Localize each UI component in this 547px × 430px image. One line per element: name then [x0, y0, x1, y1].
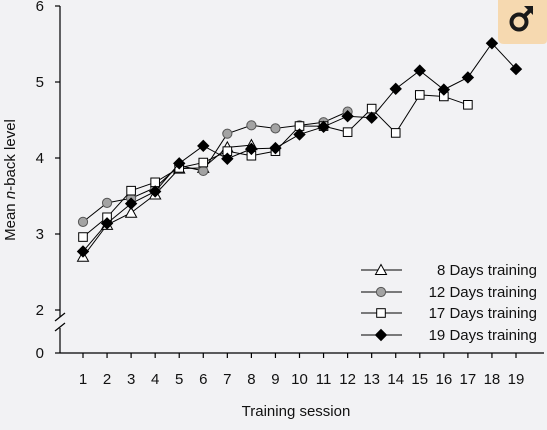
- y-axis-break-mark-upper: [54, 312, 66, 322]
- data-point: [198, 165, 209, 177]
- legend-marker: [374, 263, 388, 275]
- y-axis-title-italic: n: [2, 191, 19, 199]
- data-point: [270, 123, 281, 134]
- y-tick-label: 3: [36, 226, 44, 243]
- data-point: [413, 64, 426, 77]
- data-point: [148, 185, 162, 198]
- data-point: [317, 120, 330, 134]
- x-tick-label: 12: [339, 371, 356, 388]
- data-point: [390, 128, 401, 138]
- legend: 8 Days training 12 Days training 17 Days t…: [361, 262, 537, 344]
- x-tick-label: 19: [508, 371, 525, 388]
- data-point: [245, 142, 258, 156]
- data-point: [78, 232, 88, 242]
- y-axis-break-mark-lower: [54, 322, 66, 332]
- legend-entry-2: 12 Days training: [361, 284, 537, 301]
- male-symbol-icon: [509, 6, 533, 32]
- series-3: [78, 90, 473, 242]
- data-point: [246, 120, 257, 131]
- x-tick-label: 17: [460, 371, 477, 388]
- data-point: [124, 197, 138, 210]
- data-point: [463, 100, 473, 110]
- male-symbol-badge: [498, 0, 547, 44]
- legend-entry-3: 17 Days training: [361, 305, 537, 322]
- data-point: [365, 111, 378, 124]
- legend-marker: [376, 308, 386, 318]
- x-tick-label: 4: [151, 371, 159, 388]
- data-point: [342, 127, 353, 137]
- plot-series: [76, 37, 523, 262]
- data-point: [414, 90, 425, 100]
- data-point: [76, 245, 90, 258]
- x-tick-label: 14: [387, 371, 404, 388]
- y-axis-title-prefix: Mean: [2, 199, 19, 241]
- y-tick-label: 4: [36, 150, 44, 167]
- legend-label: 12 Days training: [429, 284, 537, 301]
- x-tick-label: 2: [103, 371, 111, 388]
- data-point: [389, 82, 402, 96]
- data-point: [509, 62, 523, 76]
- x-tick-label: 15: [411, 371, 428, 388]
- x-tick-label: 8: [247, 371, 255, 388]
- x-tick-label: 13: [363, 371, 380, 388]
- legend-label: 17 Days training: [429, 305, 537, 322]
- x-tick-label: 9: [271, 371, 279, 388]
- badge-background: [498, 0, 547, 44]
- data-point: [222, 128, 233, 139]
- legend-marker: [374, 328, 388, 342]
- data-point: [173, 157, 186, 170]
- x-tick-label: 7: [223, 371, 231, 388]
- x-tick-label: 11: [316, 371, 332, 388]
- legend-entry-1: 8 Days training: [361, 262, 537, 279]
- y-tick-label: 2: [36, 302, 44, 319]
- x-tick-label: 10: [291, 371, 308, 388]
- series-line: [82, 111, 348, 223]
- legend-label: 19 Days training: [429, 327, 537, 344]
- series-4: [76, 37, 523, 258]
- x-tick-label: 18: [484, 371, 501, 388]
- x-tick-label: 6: [199, 371, 207, 388]
- data-point: [341, 109, 354, 123]
- y-tick-label: 5: [36, 74, 44, 91]
- x-tick-label: 3: [127, 371, 135, 388]
- data-point: [101, 197, 113, 208]
- data-point: [221, 152, 234, 165]
- data-point: [293, 128, 306, 141]
- x-tick-label: 16: [435, 371, 452, 388]
- x-tick-label: 5: [175, 371, 183, 388]
- series-line: [82, 42, 517, 252]
- y-axis-title-suffix: -back level: [2, 119, 19, 191]
- data-point: [198, 157, 209, 168]
- x-axis-title: Training session: [242, 403, 351, 420]
- data-point: [269, 141, 282, 155]
- data-point: [77, 216, 89, 227]
- data-point: [485, 37, 499, 50]
- legend-label: 8 Days training: [437, 262, 537, 279]
- series-2: [77, 106, 353, 227]
- data-point: [461, 71, 475, 84]
- legend-entry-4: 19 Days training: [361, 327, 537, 344]
- series-line: [82, 94, 469, 238]
- x-tick-label: 1: [79, 371, 87, 388]
- data-point: [437, 83, 451, 96]
- data-point: [100, 217, 114, 230]
- data-point: [126, 185, 136, 196]
- data-point: [197, 139, 210, 153]
- y-tick-label: 6: [36, 0, 44, 15]
- data-point: [124, 206, 138, 218]
- y-tick-label: 0: [36, 345, 44, 362]
- y-axis-title: Mean n-back level: [2, 119, 19, 241]
- legend-marker: [375, 286, 387, 298]
